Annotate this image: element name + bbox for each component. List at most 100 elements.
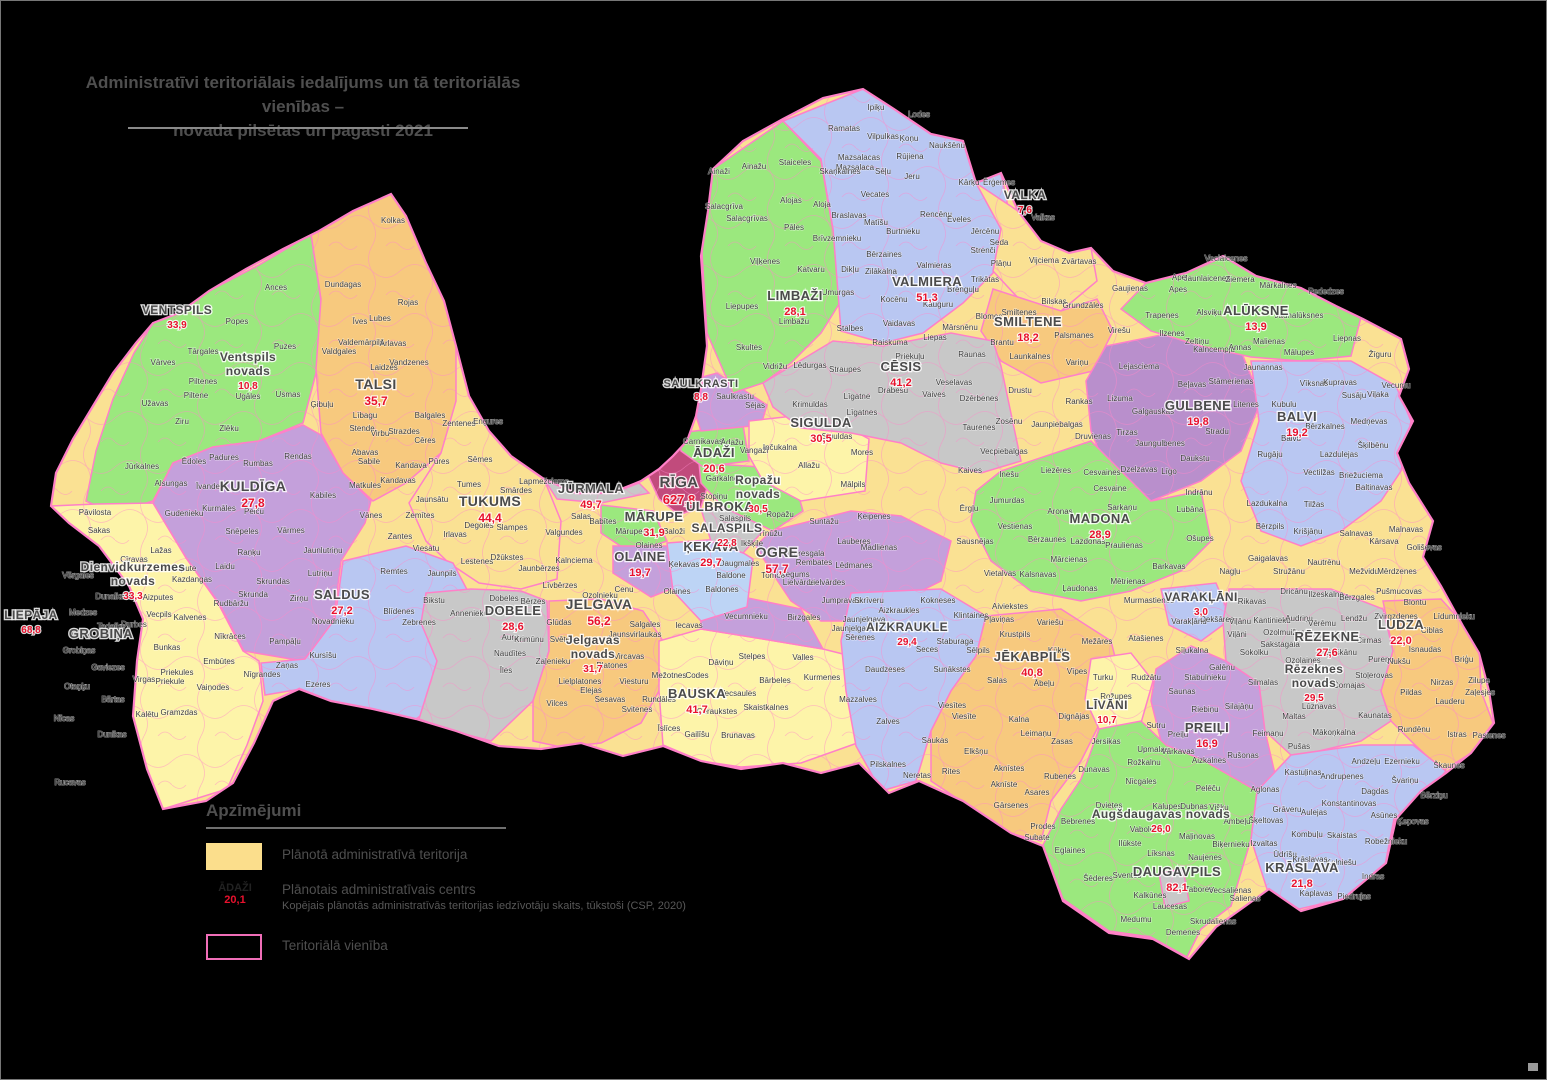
pagasts-label: Virbu [371,429,390,438]
pagasts-label: Mazsalacas [838,153,880,162]
pagasts-label: Kandava [395,461,427,470]
territory-swatch [206,843,262,870]
pagasts-label: Strazdes [388,427,420,436]
pagasts-label: Pušas [1288,742,1310,751]
pagasts-label: Ugāles [236,392,261,401]
pagasts-label: Mazsalaca [836,163,875,172]
pagasts-label: Baldone [716,571,746,580]
pagasts-label: Līgatnes [847,408,878,417]
pagasts-label: Svētes [550,635,574,644]
pagasts-label: Rojas [398,298,418,307]
pagasts-label: Ape [1172,273,1187,282]
territory-label: VENTSPILS [142,303,212,317]
pagasts-label: Valkas [1031,213,1054,222]
pagasts-label: Mežotnes [652,671,687,680]
pagasts-label: Olaines [635,541,662,550]
pagasts-label: Garkalnes [706,474,742,483]
pagasts-label: Bārtas [101,695,124,704]
pagasts-label: Viesīte [952,712,977,721]
pagasts-label: Burtnieku [886,227,920,236]
pagasts-label: Jūrkalnes [125,462,159,471]
pagasts-label: Aulejas [1301,808,1327,817]
pagasts-label: Rites [942,767,960,776]
unit-swatch [206,934,262,960]
territory-label: Plānotā administratīvā teritorija [282,847,468,862]
pagasts-label: Aglonas [1251,785,1280,794]
pagasts-label: Gailīšu [685,730,710,739]
pagasts-label: Aizkalnes [1192,756,1226,765]
pagasts-label: Aiviekstes [992,602,1028,611]
pagasts-label: Briežuciema [1339,471,1384,480]
pagasts-label: Variešu [1037,618,1064,627]
pagasts-label: Pļaviņas [984,615,1014,624]
territory-label: Jelgavas [566,633,620,647]
territory-label: OGRE [756,544,799,560]
pagasts-label: Ēveles [947,215,971,224]
pagasts-label: Laidzes [370,363,398,372]
pagasts-label: Gramzdas [161,708,198,717]
territory-label: GROBIŅA [69,626,133,641]
pagasts-label: Siguldas [822,432,853,441]
pagasts-label: Lubāna [1177,505,1204,514]
pagasts-label: Jaunlutriņu [303,546,342,555]
pagasts-label: Prodes [1030,822,1055,831]
pagasts-label: Ciblas [1421,626,1443,635]
pagasts-label: Jaunjelgava [843,615,886,624]
pagasts-label: Seces [916,645,938,654]
pagasts-label: Jaunlaicenes [1184,274,1231,283]
pagasts-label: Preiļu [1168,730,1188,739]
pagasts-label: Kūku [1048,646,1066,655]
pagasts-label: Smārdes [500,486,532,495]
pagasts-label: Līgo [1161,467,1177,476]
pagasts-label: Drabešu [878,386,908,395]
pagasts-label: Ezernieku [1384,757,1420,766]
pagasts-label: Seda [990,238,1009,247]
pagasts-label: Aizpute [170,564,197,573]
pagasts-label: Codes [685,671,708,680]
pagasts-label: Vilces [546,699,567,708]
pagasts-label: Brantu [990,338,1014,347]
pagasts-label: Vaives [922,390,945,399]
pagasts-label: Kauguru [923,300,953,309]
pagasts-label: Ilūkste [1118,839,1142,848]
pagasts-label: Eglaines [1055,846,1086,855]
pagasts-label: Glūdas [546,618,571,627]
pagasts-label: Dikļu [841,265,859,274]
pagasts-label: Baloži [663,527,685,536]
pagasts-label: Salas [987,676,1007,685]
pagasts-label: Raunas [958,350,986,359]
pagasts-label: Škaunes [1433,761,1464,770]
pagasts-label: Tārgales [187,347,218,356]
pagasts-label: Kombuļu [1291,830,1323,839]
pagasts-label: Skaistkalnes [744,703,789,712]
pagasts-label: Allažu [798,461,820,470]
pagasts-label: Bērzes [521,597,546,606]
pagasts-label: Malnavas [1389,525,1423,534]
pagasts-label: Daudzeses [865,665,905,674]
pagasts-label: Sakas [88,526,110,535]
pagasts-label: Kazdangas [172,575,212,584]
pagasts-label: Salacgrīvas [726,214,768,223]
pagasts-label: Lībagu [353,411,377,420]
population-note: Kopējais plānotās administratīvās terito… [282,900,686,912]
pagasts-label: Pelču [244,507,264,516]
pagasts-label: Krustpils [1000,630,1031,639]
pagasts-label: Zeltiņu [1185,337,1209,346]
pagasts-label: Pededzes [1308,287,1344,296]
pagasts-label: Viesatu [413,544,440,553]
pagasts-label: Rumbas [243,459,273,468]
pagasts-label: Vangaži [740,446,769,455]
territory-label: novads [1292,676,1336,690]
pagasts-label: Feimaņu [1252,729,1283,738]
pagasts-label: Madlienas [861,543,897,552]
territory-label: KULDĪGA [220,478,287,494]
pagasts-label: Varakļānu [1171,617,1206,626]
pagasts-label: Jumurdas [989,496,1024,505]
pagasts-label: Īslīces [658,724,681,733]
pagasts-label: Lazdukalna [1247,499,1288,508]
pagasts-label: Rucavas [54,778,85,787]
territory-label: novads [226,364,270,378]
title-line2: novada pilsētas un pagasti 2021 [173,120,433,140]
pagasts-label: Zaļesjes [1465,688,1495,697]
